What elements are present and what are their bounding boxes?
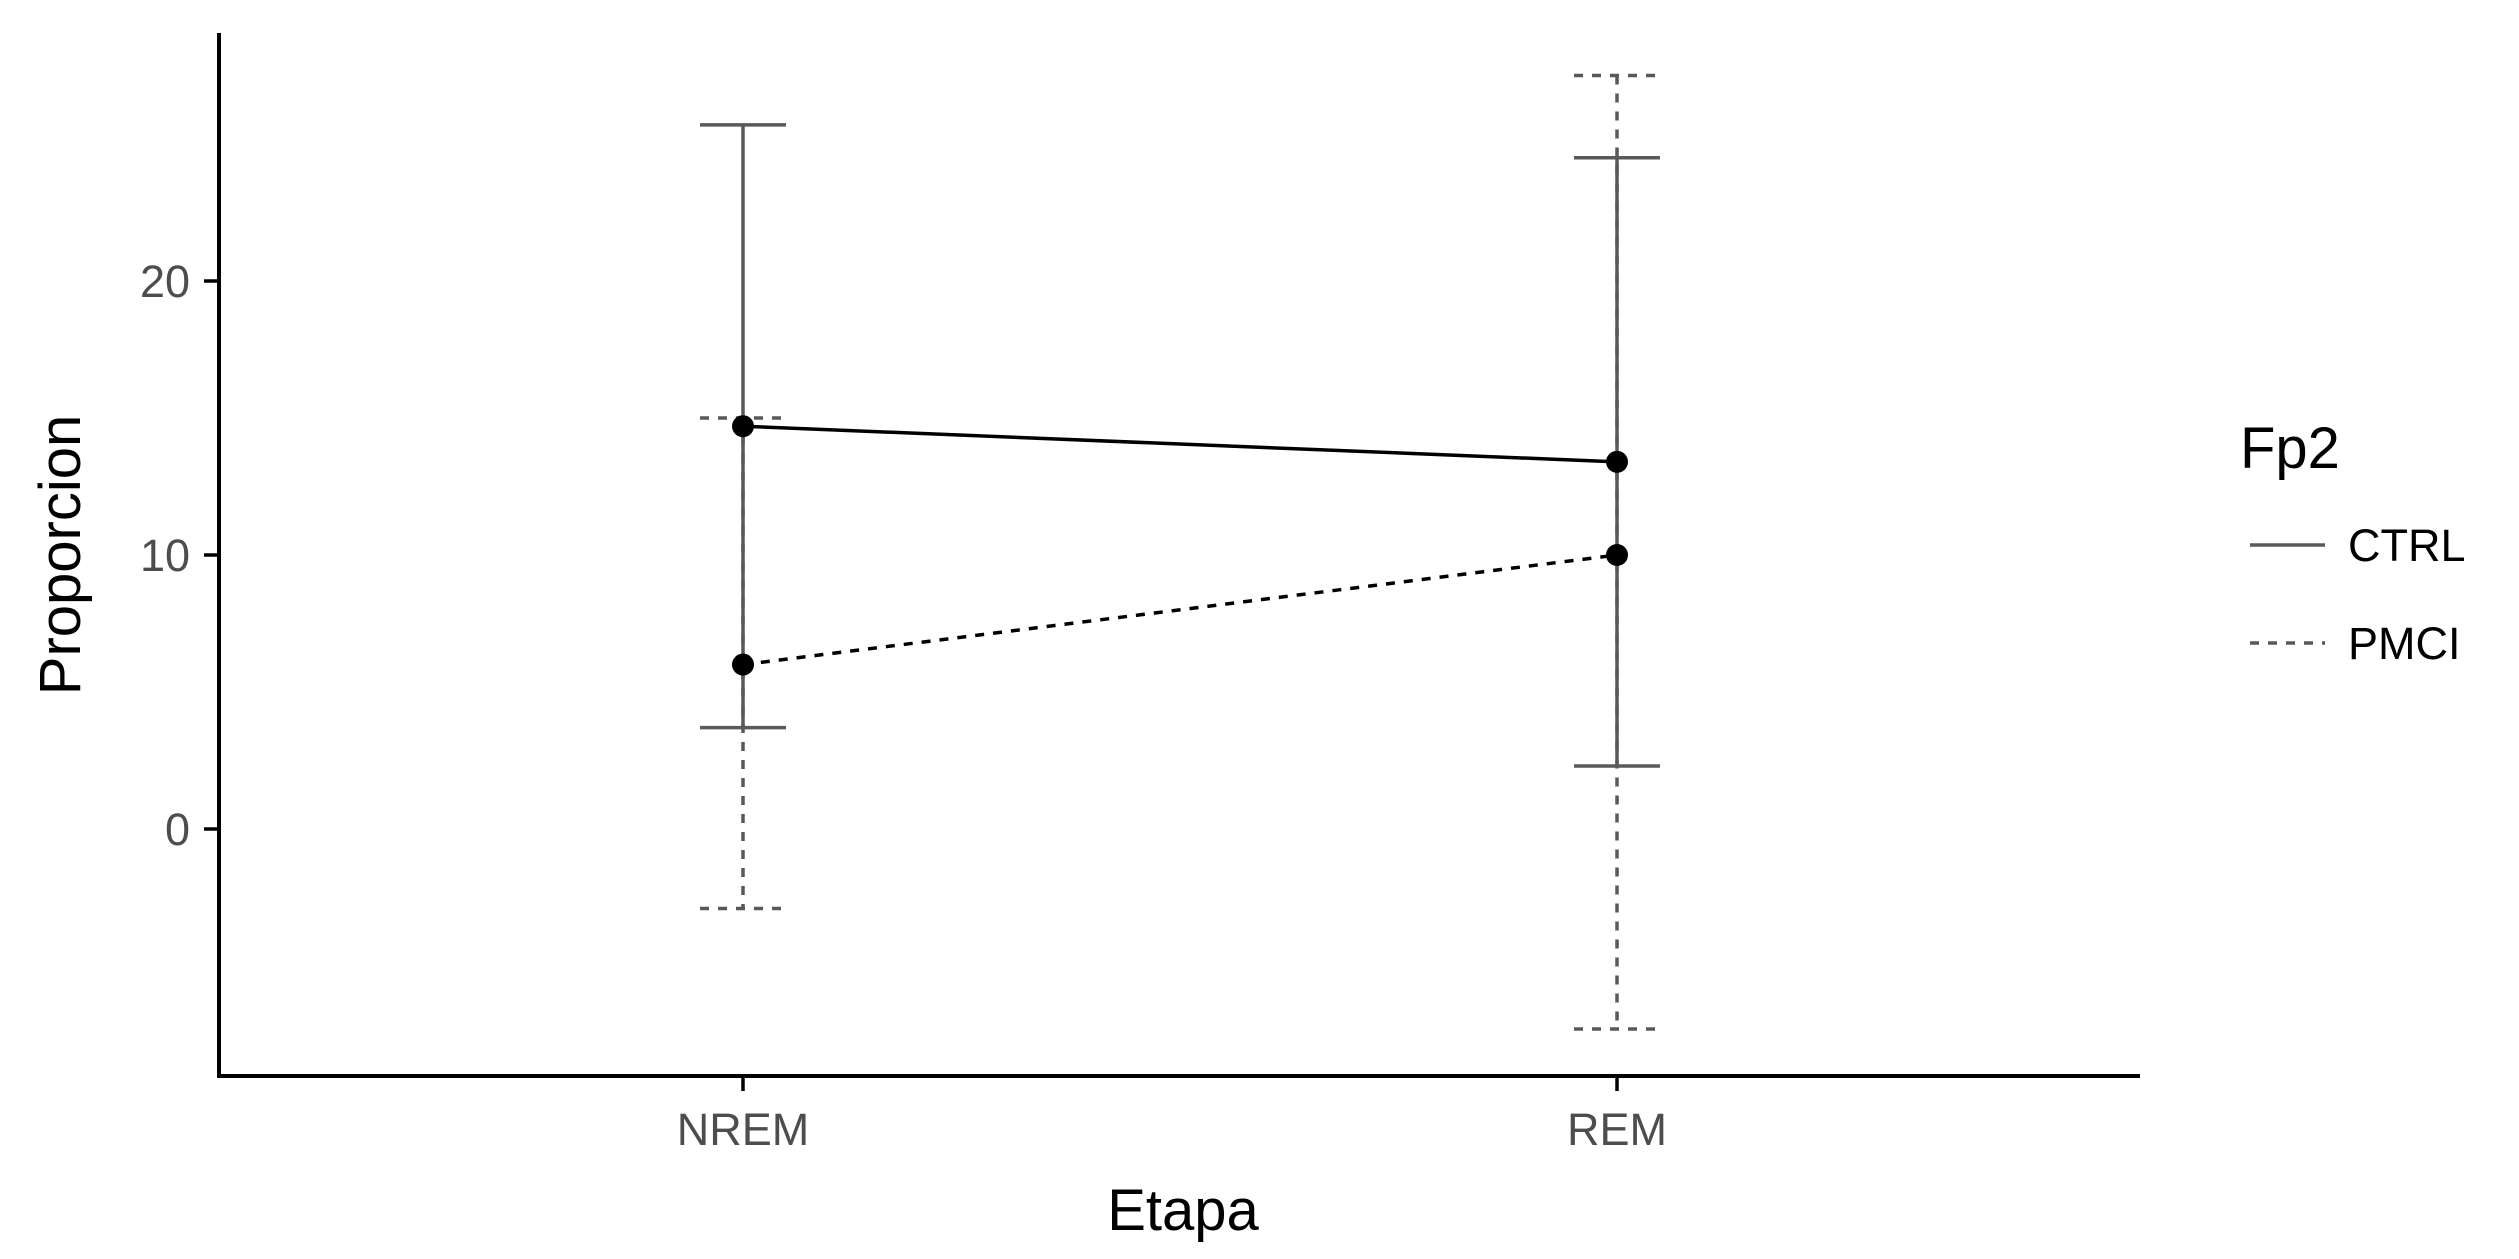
x-tick-label: REM bbox=[1567, 1104, 1667, 1155]
data-point-pmci-rem bbox=[1606, 544, 1628, 566]
x-ticks: NREM REM bbox=[677, 1076, 1667, 1155]
y-axis-title: Proporcion bbox=[28, 415, 93, 695]
x-tick-label: NREM bbox=[677, 1104, 810, 1155]
series-line-pmci bbox=[742, 553, 1618, 667]
data-point-ctrl-nrem bbox=[732, 415, 754, 438]
series-line-ctrl bbox=[742, 424, 1618, 464]
x-axis-title: Etapa bbox=[1107, 1178, 1259, 1243]
data-point-pmci-nrem bbox=[732, 653, 754, 676]
y-ticks: 0 10 20 bbox=[140, 256, 219, 855]
error-bars bbox=[700, 73, 1660, 1031]
data-point-ctrl-rem bbox=[1606, 450, 1628, 473]
legend-label-ctrl: CTRL bbox=[2348, 520, 2466, 571]
legend: Fp2 CTRL PMCI bbox=[2240, 416, 2466, 669]
legend-label-pmci: PMCI bbox=[2348, 618, 2461, 669]
legend-title: Fp2 bbox=[2240, 416, 2340, 481]
y-tick-label: 10 bbox=[140, 530, 190, 581]
series-lines bbox=[742, 424, 1618, 667]
y-tick-label: 20 bbox=[140, 256, 190, 307]
y-tick-label: 0 bbox=[165, 804, 190, 855]
data-points bbox=[732, 415, 1628, 676]
axes bbox=[217, 33, 2140, 1078]
